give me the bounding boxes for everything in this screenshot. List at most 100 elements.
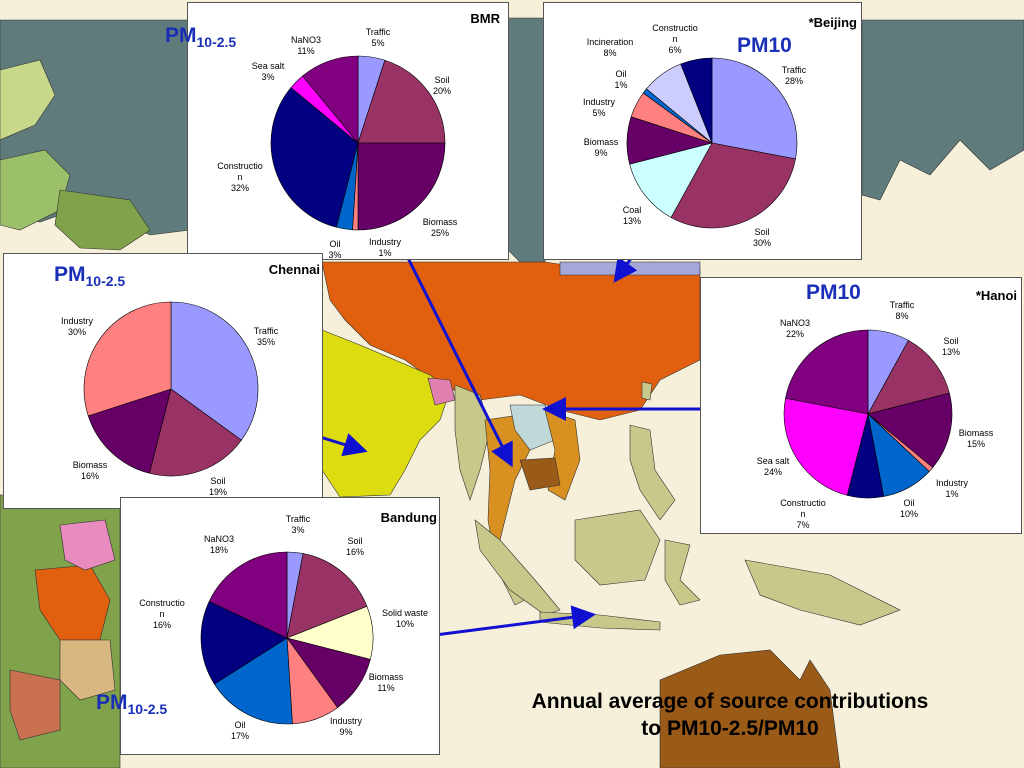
slice-label-hanoi-5: Constructio n 7%: [780, 498, 826, 530]
pm-label-chennai: PM10-2.5: [54, 263, 126, 289]
slice-label-beijing-5: Oil 1%: [614, 69, 627, 90]
slice-label-hanoi-4: Oil 10%: [900, 498, 918, 519]
caption-line-2: to PM10-2.5/PM10: [641, 717, 819, 740]
pie-slice-bandung-6: [200, 600, 288, 685]
caption-line-1: Annual average of source contributions: [531, 690, 929, 713]
pie-slice-hanoi-7: [785, 329, 869, 415]
slice-label-bmr-5: Constructio n 32%: [217, 161, 263, 193]
map-kenya: [59, 519, 116, 571]
slice-label-chennai-0: Traffic 35%: [254, 326, 279, 347]
pie-slice-hanoi-6: [783, 397, 869, 496]
pm-sub-bandung: 10-2.5: [127, 701, 168, 717]
map-sulawesi: [664, 539, 701, 606]
map-cambodia: [519, 457, 561, 491]
pm-label-bandung: PM10-2.5: [96, 691, 168, 717]
slice-label-bandung-7: NaNO3 18%: [204, 534, 234, 555]
slice-label-bandung-1: Soil 16%: [346, 536, 364, 557]
slice-label-hanoi-0: Traffic 8%: [890, 300, 915, 321]
pie-slice-beijing-0: [711, 57, 798, 160]
slice-label-hanoi-1: Soil 13%: [942, 336, 960, 357]
slice-label-chennai-3: Industry 30%: [61, 316, 94, 337]
map-australia: [659, 649, 841, 768]
pm-main-chennai: PM: [54, 263, 86, 286]
slice-label-bmr-1: Soil 20%: [433, 75, 451, 96]
slice-label-bmr-2: Biomass 25%: [423, 217, 458, 238]
slice-label-bmr-7: NaNO3 11%: [291, 35, 321, 56]
slice-label-hanoi-2: Biomass 15%: [959, 428, 994, 449]
slice-label-chennai-1: Soil 19%: [209, 476, 227, 497]
pm-label-beijing: PM10: [737, 34, 792, 58]
pm-main-hanoi: PM10: [806, 281, 861, 304]
slice-label-beijing-3: Biomass 9%: [584, 137, 619, 158]
pie-slice-chennai-1: [148, 388, 242, 477]
pie-slice-beijing-1: [670, 142, 796, 229]
slice-label-beijing-4: Industry 5%: [583, 97, 616, 118]
pie-slice-beijing-7: [680, 57, 713, 144]
pm-sub-bmr: 10-2.5: [196, 34, 237, 50]
pie-slice-bandung-7: [208, 551, 288, 639]
slice-label-bandung-6: Constructio n 16%: [139, 598, 185, 630]
pm-label-bmr: PM10-2.5: [165, 24, 237, 50]
pie-chart-beijing: Traffic 28% Soil 30% Coal 13% Biomass 9% Industr…: [583, 23, 807, 248]
map-taiwan: [641, 381, 653, 401]
panel-hanoi: *Hanoi Traffic 8% Soil 13% Biomass 15% Industr…: [700, 277, 1022, 534]
slice-label-bandung-3: Biomass 11%: [369, 672, 404, 693]
map-far-east: [861, 19, 1024, 201]
panel-chennai: Chennai Traffic 35% Soil 19% Biomass 16% Indus…: [3, 253, 323, 509]
slice-label-bmr-4: Oil 3%: [328, 239, 341, 260]
slice-label-bmr-0: Traffic 5%: [366, 27, 391, 48]
slice-label-bandung-0: Traffic 3%: [286, 514, 311, 535]
slice-label-beijing-6: Incineration 8%: [587, 37, 634, 58]
slice-label-chennai-2: Biomass 16%: [73, 460, 108, 481]
map-philippines: [629, 424, 676, 521]
slice-label-hanoi-7: NaNO3 22%: [780, 318, 810, 339]
map-borneo: [574, 509, 661, 586]
map-scandinavia: [0, 59, 56, 141]
city-title-bmr: BMR: [470, 11, 500, 26]
slice-label-beijing-2: Coal 13%: [623, 205, 642, 226]
pie-chart-chennai: Traffic 35% Soil 19% Biomass 16% Industry 30%: [61, 301, 279, 497]
pie-slice-beijing-2: [629, 142, 713, 218]
pie-slice-chennai-0: [170, 301, 259, 441]
map-papua: [744, 559, 901, 626]
pie-slice-hanoi-1: [867, 339, 950, 415]
pie-slice-hanoi-2: [867, 392, 953, 468]
pm-sub-chennai: 10-2.5: [85, 273, 126, 289]
pm-main-bmr: PM: [165, 24, 197, 47]
city-title-bandung: Bandung: [380, 510, 437, 525]
map-south-africa: [9, 669, 61, 741]
map-mongolia: [559, 261, 701, 276]
figure-caption: Annual average of source contributions t…: [470, 688, 990, 742]
slice-label-beijing-7: Constructio n 6%: [652, 23, 698, 55]
panel-beijing: *Beijing Traffic 28% Soil 30% Coal 13% Biomass…: [543, 2, 862, 260]
slice-label-bmr-6: Sea salt 3%: [252, 61, 285, 82]
pie-slice-bmr-5: [270, 87, 359, 228]
pie-chart-bandung: Traffic 3% Soil 16% Solid waste 10% Biomass 11%…: [139, 514, 428, 741]
slice-label-beijing-1: Soil 30%: [753, 227, 771, 248]
slice-label-beijing-0: Traffic 28%: [782, 65, 807, 86]
map-mozambique: [59, 639, 116, 701]
city-title-chennai: Chennai: [268, 262, 320, 277]
map-central-asia: [54, 189, 151, 251]
panel-bmr: BMR Traffic 5% Soil 20% Biomass 25% Industry 1%…: [187, 2, 509, 260]
slice-label-hanoi-3: Industry 1%: [936, 478, 969, 499]
pie-slice-bmr-2: [357, 142, 446, 231]
slice-label-hanoi-6: Sea salt 24%: [757, 456, 790, 477]
slice-label-bandung-2: Solid waste 10%: [382, 608, 428, 629]
pie-slice-chennai-2: [87, 388, 172, 474]
pie-chart-bmr: Traffic 5% Soil 20% Biomass 25% Industry 1% Oil 3…: [217, 27, 458, 260]
pie-chart-hanoi: Traffic 8% Soil 13% Biomass 15% Industry 1% Oil 1…: [757, 300, 994, 530]
slice-label-bandung-4: Industry 9%: [330, 716, 363, 737]
slice-label-bmr-3: Industry 1%: [369, 237, 402, 258]
slice-label-bandung-5: Oil 17%: [231, 720, 249, 741]
pie-slice-chennai-3: [83, 301, 172, 417]
city-title-hanoi: *Hanoi: [975, 288, 1017, 303]
pm-main-beijing: PM10: [737, 34, 792, 57]
pie-slice-bandung-1: [286, 553, 368, 639]
pie-slice-bmr-1: [357, 59, 446, 144]
city-title-beijing: *Beijing: [808, 15, 857, 30]
pie-slice-bandung-5: [213, 637, 293, 725]
pm-label-hanoi: PM10: [806, 281, 861, 305]
panel-bandung: Bandung Traffic 3% Soil 16% Solid waste 10% Bi…: [120, 497, 440, 755]
map-north-asia: [507, 17, 546, 263]
